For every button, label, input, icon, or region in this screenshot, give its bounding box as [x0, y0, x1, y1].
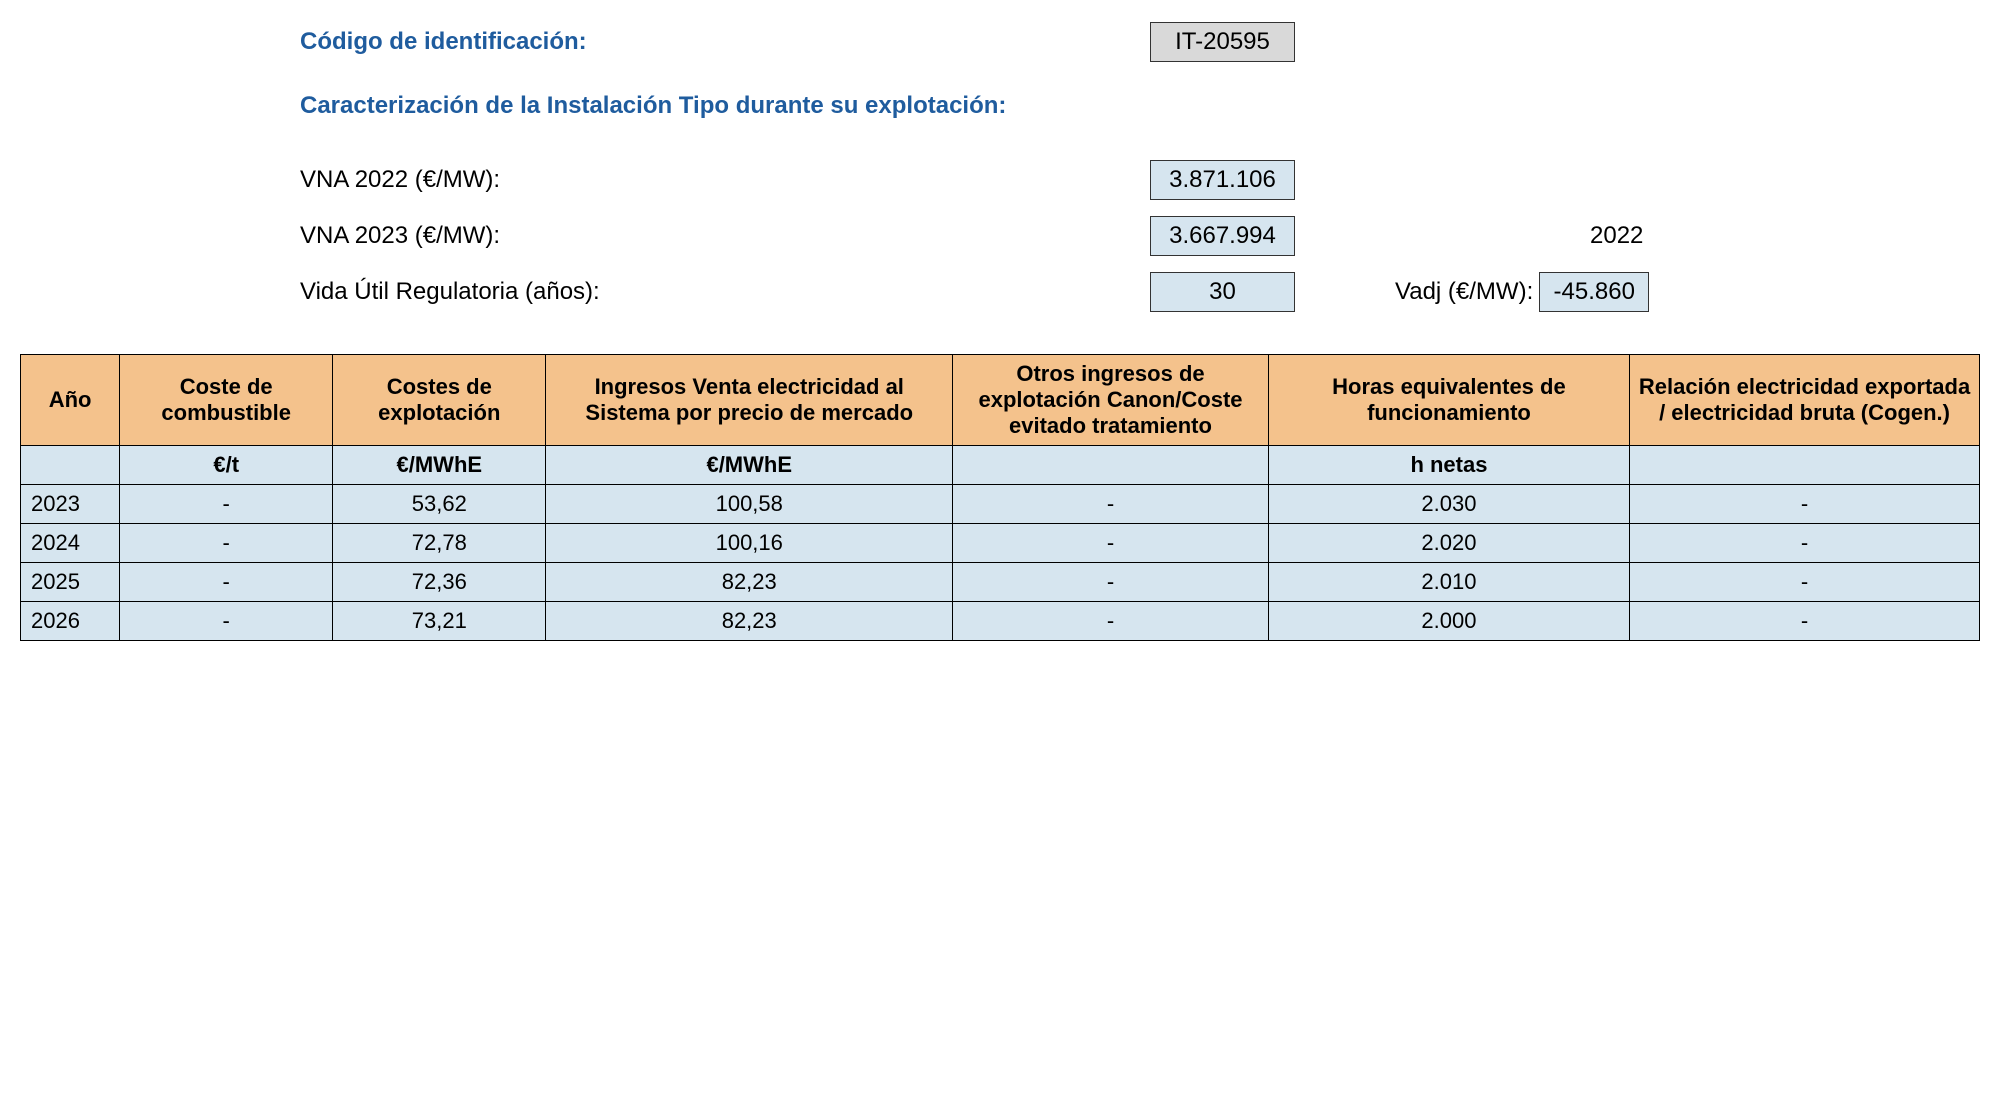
- table-cell: 82,23: [546, 563, 953, 602]
- vna-2022-row: VNA 2022 (€/MW): 3.871.106: [300, 158, 1980, 202]
- vna-2022-label: VNA 2022 (€/MW):: [300, 166, 1150, 194]
- table-col-header: Relación electricidad exportada / electr…: [1630, 355, 1980, 446]
- table-cell: 2.020: [1268, 524, 1629, 563]
- table-col-header: Otros ingresos de explotación Canon/Cost…: [953, 355, 1269, 446]
- id-row: Código de identificación: IT-20595: [300, 20, 1980, 64]
- table-row: 2024-72,78100,16-2.020-: [21, 524, 1980, 563]
- table-col-header: Año: [21, 355, 120, 446]
- table-unit-cell: €/MWhE: [333, 446, 546, 485]
- vida-util-label: Vida Útil Regulatoria (años):: [300, 278, 1150, 306]
- table-unit-cell: €/t: [120, 446, 333, 485]
- table-col-header: Horas equivalentes de funcionamiento: [1268, 355, 1629, 446]
- table-cell: 2.010: [1268, 563, 1629, 602]
- table-cell: -: [120, 485, 333, 524]
- table-cell: 2025: [21, 563, 120, 602]
- vna-2022-value: 3.871.106: [1150, 160, 1295, 200]
- id-label: Código de identificación:: [300, 28, 1150, 56]
- table-cell: 2026: [21, 602, 120, 641]
- table-cell: -: [120, 563, 333, 602]
- table-cell: 73,21: [333, 602, 546, 641]
- table-cell: 72,36: [333, 563, 546, 602]
- table-col-header: Coste de combustible: [120, 355, 333, 446]
- vida-util-value: 30: [1150, 272, 1295, 312]
- data-table: AñoCoste de combustibleCostes de explota…: [20, 354, 1980, 641]
- table-cell: 2023: [21, 485, 120, 524]
- table-row: 2023-53,62100,58-2.030-: [21, 485, 1980, 524]
- table-cell: 2024: [21, 524, 120, 563]
- table-cell: 100,16: [546, 524, 953, 563]
- table-unit-cell: [21, 446, 120, 485]
- table-unit-cell: h netas: [1268, 446, 1629, 485]
- table-cell: 53,62: [333, 485, 546, 524]
- id-value-box: IT-20595: [1150, 22, 1295, 62]
- caracterizacion-row: Caracterización de la Instalación Tipo d…: [300, 84, 1980, 128]
- table-cell: 2.030: [1268, 485, 1629, 524]
- vna-2023-label: VNA 2023 (€/MW):: [300, 222, 1150, 250]
- caracterizacion-label: Caracterización de la Instalación Tipo d…: [300, 92, 1006, 120]
- table-cell: 2.000: [1268, 602, 1629, 641]
- table-cell: -: [953, 524, 1269, 563]
- table-unit-row: €/t€/MWhE€/MWhEh netas: [21, 446, 1980, 485]
- table-cell: -: [1630, 524, 1980, 563]
- vna-2023-value: 3.667.994: [1150, 216, 1295, 256]
- vna-2023-row: VNA 2023 (€/MW): 3.667.994 2022: [300, 214, 1980, 258]
- table-body: €/t€/MWhE€/MWhEh netas2023-53,62100,58-2…: [21, 446, 1980, 641]
- table-cell: -: [953, 485, 1269, 524]
- table-cell: 72,78: [333, 524, 546, 563]
- table-cell: -: [1630, 602, 1980, 641]
- side-year: 2022: [1590, 222, 1643, 250]
- table-cell: 100,58: [546, 485, 953, 524]
- table-cell: -: [120, 602, 333, 641]
- vida-util-row: Vida Útil Regulatoria (años): 30 Vadj (€…: [300, 270, 1980, 314]
- table-cell: -: [120, 524, 333, 563]
- vadj-value: -45.860: [1539, 272, 1649, 312]
- table-header-row: AñoCoste de combustibleCostes de explota…: [21, 355, 1980, 446]
- header-block: Código de identificación: IT-20595 Carac…: [300, 20, 1980, 314]
- table-cell: -: [953, 602, 1269, 641]
- table-cell: -: [1630, 563, 1980, 602]
- table-cell: -: [1630, 485, 1980, 524]
- table-col-header: Ingresos Venta electricidad al Sistema p…: [546, 355, 953, 446]
- table-cell: 82,23: [546, 602, 953, 641]
- table-unit-cell: [953, 446, 1269, 485]
- table-unit-cell: €/MWhE: [546, 446, 953, 485]
- table-col-header: Costes de explotación: [333, 355, 546, 446]
- vadj-label: Vadj (€/MW):: [1395, 278, 1533, 306]
- table-cell: -: [953, 563, 1269, 602]
- table-unit-cell: [1630, 446, 1980, 485]
- table-row: 2026-73,2182,23-2.000-: [21, 602, 1980, 641]
- table-head: AñoCoste de combustibleCostes de explota…: [21, 355, 1980, 446]
- table-row: 2025-72,3682,23-2.010-: [21, 563, 1980, 602]
